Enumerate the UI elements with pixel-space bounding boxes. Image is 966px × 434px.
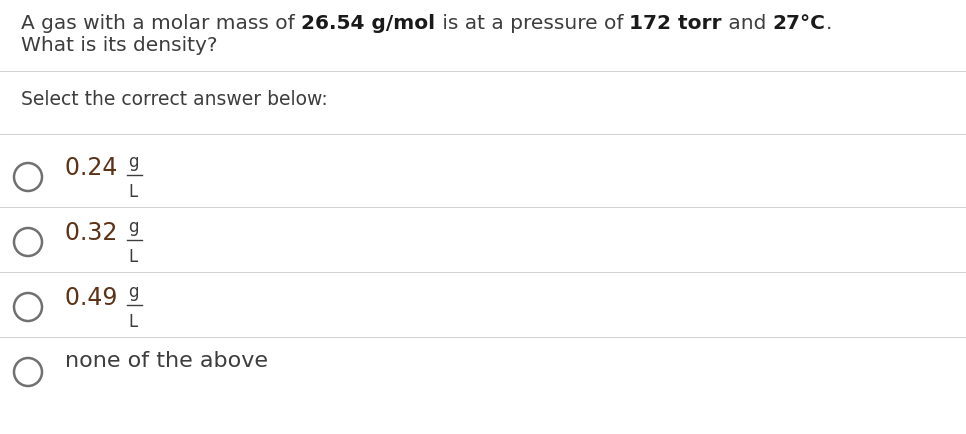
Text: 26.54 g/mol: 26.54 g/mol [301, 14, 436, 33]
Text: L: L [128, 312, 137, 330]
Text: 0.49: 0.49 [65, 285, 125, 309]
Text: and: and [722, 14, 773, 33]
Text: A gas with a molar mass of: A gas with a molar mass of [21, 14, 301, 33]
Text: .: . [826, 14, 832, 33]
Text: g: g [128, 283, 138, 300]
Text: Select the correct answer below:: Select the correct answer below: [21, 90, 328, 109]
Text: 0.32: 0.32 [65, 220, 125, 244]
Text: 0.24: 0.24 [65, 156, 125, 180]
Text: L: L [128, 247, 137, 265]
Text: What is its density?: What is its density? [21, 36, 217, 55]
Text: g: g [128, 217, 138, 236]
Text: 27°C: 27°C [773, 14, 826, 33]
Text: g: g [128, 153, 138, 171]
Text: none of the above: none of the above [65, 350, 268, 370]
Text: L: L [128, 183, 137, 201]
Text: is at a pressure of: is at a pressure of [436, 14, 630, 33]
Text: 172 torr: 172 torr [630, 14, 722, 33]
